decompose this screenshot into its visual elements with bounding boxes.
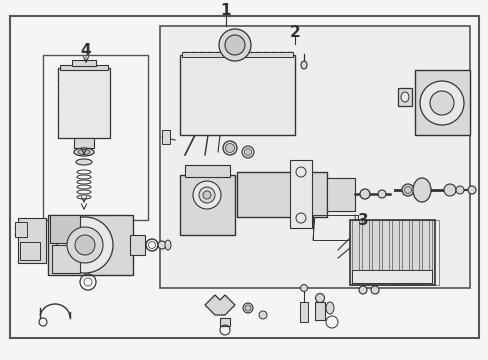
Ellipse shape: [76, 159, 92, 165]
Ellipse shape: [223, 141, 237, 155]
Circle shape: [443, 184, 455, 196]
Bar: [414, 70, 469, 135]
Ellipse shape: [259, 311, 266, 319]
Bar: [391, 220, 398, 285]
Bar: [48, 215, 133, 275]
Circle shape: [467, 186, 475, 194]
Circle shape: [224, 35, 244, 55]
Bar: [72, 60, 96, 66]
Bar: [43, 55, 148, 220]
Circle shape: [358, 286, 366, 294]
Ellipse shape: [300, 284, 307, 292]
Circle shape: [57, 217, 113, 273]
Ellipse shape: [359, 189, 369, 199]
Circle shape: [419, 81, 463, 125]
Ellipse shape: [74, 148, 94, 156]
Bar: [184, 165, 229, 177]
Ellipse shape: [377, 190, 385, 198]
Bar: [421, 220, 428, 285]
Circle shape: [193, 181, 221, 209]
Circle shape: [219, 29, 250, 61]
Bar: [411, 220, 418, 285]
Ellipse shape: [244, 149, 251, 156]
Bar: [237, 172, 326, 217]
Bar: [130, 235, 145, 255]
Ellipse shape: [78, 149, 90, 154]
Bar: [314, 302, 325, 320]
Bar: [289, 160, 311, 228]
Circle shape: [370, 286, 378, 294]
Bar: [15, 222, 27, 237]
Bar: [397, 88, 411, 106]
Bar: [58, 68, 110, 138]
Bar: [182, 52, 292, 57]
Text: 1: 1: [220, 3, 231, 18]
Bar: [10, 16, 478, 338]
Bar: [361, 220, 368, 285]
Ellipse shape: [401, 184, 413, 196]
Ellipse shape: [243, 303, 252, 313]
Bar: [326, 178, 354, 211]
Ellipse shape: [225, 144, 234, 153]
Bar: [50, 215, 80, 243]
Bar: [180, 175, 235, 235]
Ellipse shape: [301, 61, 306, 69]
Ellipse shape: [242, 146, 253, 158]
Bar: [349, 220, 434, 285]
Ellipse shape: [325, 302, 333, 314]
Text: 2: 2: [289, 24, 300, 40]
Ellipse shape: [404, 186, 411, 194]
Bar: [60, 65, 108, 70]
Circle shape: [203, 191, 210, 199]
Circle shape: [199, 187, 215, 203]
Polygon shape: [204, 295, 235, 315]
Circle shape: [429, 91, 453, 115]
Text: 4: 4: [81, 42, 91, 58]
Ellipse shape: [400, 92, 408, 102]
Bar: [74, 138, 94, 148]
Bar: [371, 220, 378, 285]
Bar: [351, 220, 358, 285]
Bar: [160, 26, 469, 288]
Bar: [52, 245, 80, 273]
Bar: [20, 242, 40, 260]
Circle shape: [455, 186, 463, 194]
Bar: [162, 130, 170, 144]
Ellipse shape: [244, 305, 250, 311]
Bar: [401, 220, 408, 285]
Circle shape: [75, 235, 95, 255]
Bar: [180, 55, 294, 135]
Bar: [18, 218, 46, 263]
Ellipse shape: [158, 241, 165, 249]
Ellipse shape: [315, 293, 324, 302]
Bar: [299, 302, 307, 322]
Bar: [312, 215, 357, 240]
Text: 3: 3: [357, 212, 367, 228]
Bar: [220, 318, 229, 326]
Bar: [351, 270, 431, 283]
Bar: [431, 220, 438, 285]
Circle shape: [67, 227, 103, 263]
Ellipse shape: [164, 240, 171, 250]
Ellipse shape: [412, 178, 430, 202]
Bar: [381, 220, 388, 285]
